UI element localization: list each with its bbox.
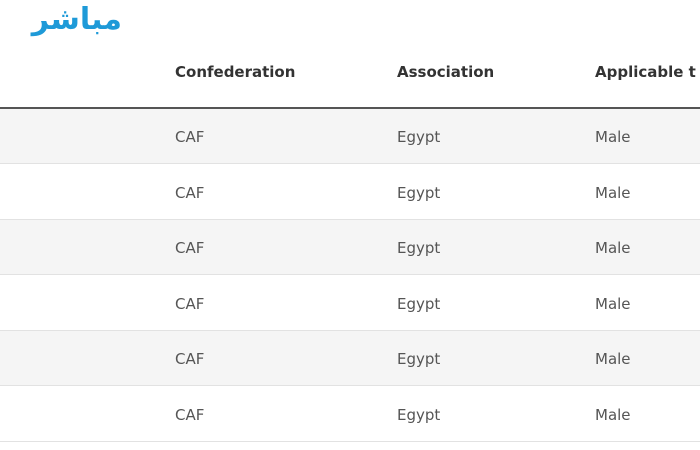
table-cell: CAF [175,128,205,146]
table-cell: Egypt [397,183,441,202]
table-cell: CAF [175,350,205,368]
table-row [0,276,700,331]
table-cell: Male [595,183,631,202]
table-cell: Male [595,294,631,313]
table-cell: Egypt [397,128,441,146]
column-header: Applicable t [595,63,696,81]
table-row [0,220,700,275]
table-cell: Egypt [397,350,441,368]
table-row [0,109,700,164]
table-cell: Egypt [397,239,441,257]
watermark: مباشر [31,2,122,37]
table-cell: CAF [175,405,205,424]
table-row [0,331,700,386]
table-cell: CAF [175,183,205,202]
table-cell: Male [595,350,631,368]
table-cell: Egypt [397,294,441,313]
table-cell: Male [595,128,631,146]
table-cell: Male [595,405,631,424]
table-row [0,387,700,442]
column-header: Confederation [175,63,296,81]
header-divider [0,107,700,109]
table-cell: Egypt [397,405,441,424]
table-cell: CAF [175,239,205,257]
table-cell: CAF [175,294,205,313]
table-cell: Male [595,239,631,257]
table-row [0,165,700,220]
column-header: Association [397,63,495,81]
